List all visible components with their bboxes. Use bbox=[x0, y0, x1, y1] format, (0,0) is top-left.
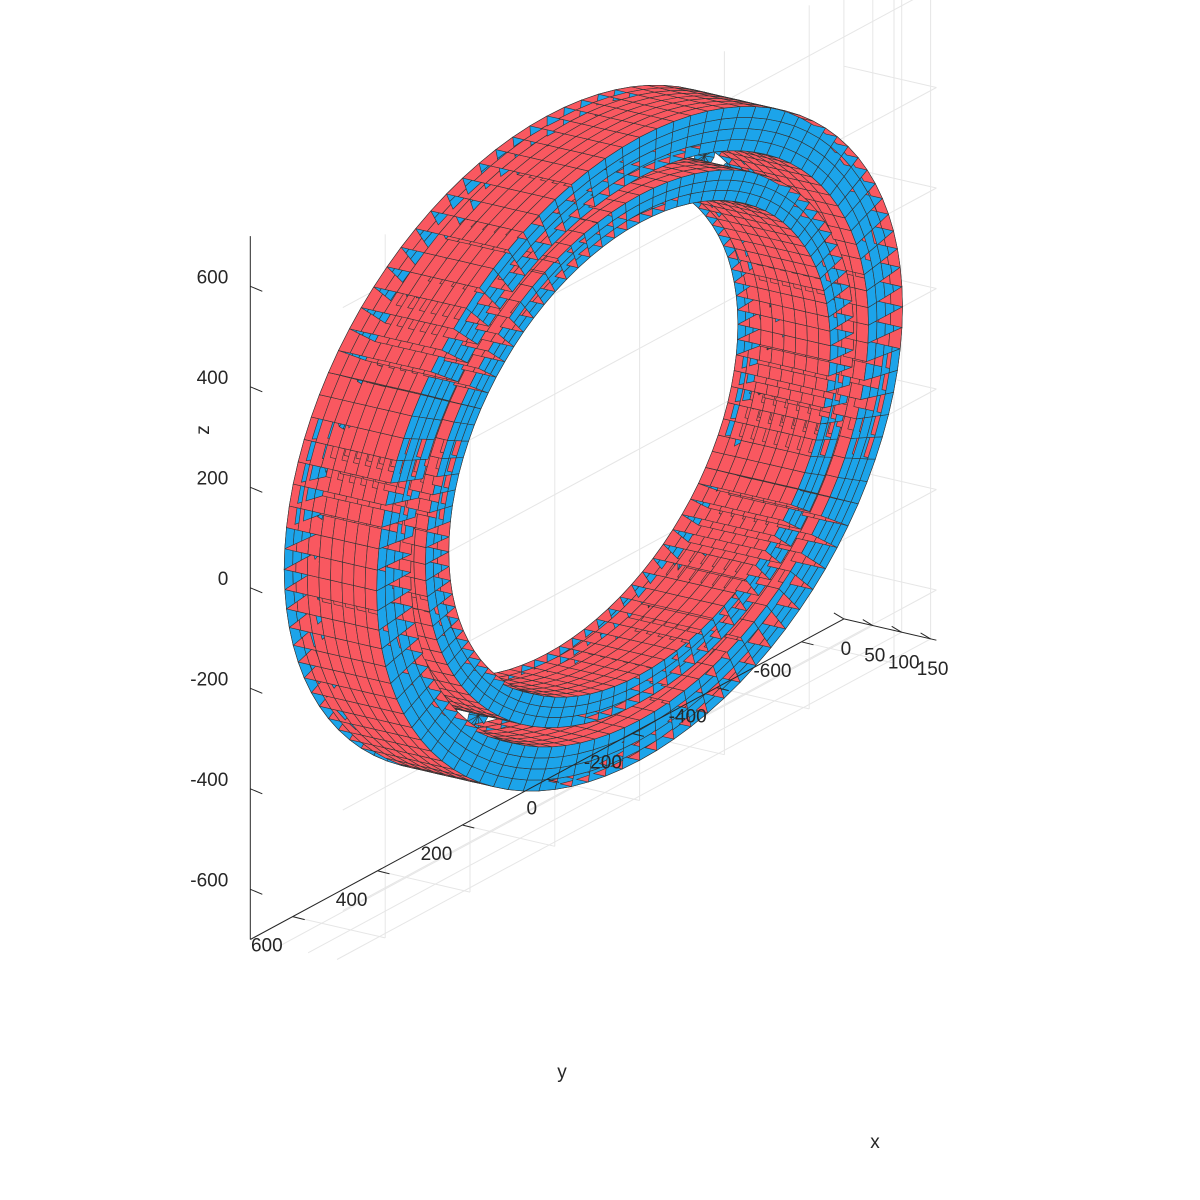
mesh-face bbox=[856, 322, 869, 344]
x-tick-label: 50 bbox=[864, 646, 885, 667]
z-tick-label: -400 bbox=[190, 770, 228, 791]
mesh-face bbox=[818, 342, 831, 362]
grid-line bbox=[716, 687, 810, 710]
mesh-face bbox=[306, 574, 320, 598]
z-tick-mark bbox=[250, 587, 263, 594]
z-tick-mark bbox=[250, 687, 263, 694]
y-tick-mark bbox=[462, 824, 475, 829]
mesh-face bbox=[413, 544, 427, 565]
mesh-face bbox=[783, 334, 797, 354]
y-tick-label: 200 bbox=[421, 844, 453, 865]
z-tick-label: -200 bbox=[190, 669, 228, 690]
mesh-face bbox=[341, 582, 355, 606]
z-tick-mark bbox=[250, 285, 263, 292]
mesh-face bbox=[319, 535, 334, 560]
x-tick-label: 0 bbox=[841, 639, 852, 660]
mesh-face bbox=[413, 561, 427, 582]
mesh-face bbox=[318, 556, 332, 581]
y-tick-label: 400 bbox=[336, 890, 368, 911]
z-tick-label: 200 bbox=[197, 468, 229, 489]
y-tick-mark bbox=[292, 916, 305, 921]
y-tick-mark bbox=[801, 641, 814, 646]
mesh-face bbox=[760, 329, 773, 348]
y-tick-label: -600 bbox=[753, 661, 791, 682]
mesh-face bbox=[771, 332, 785, 351]
x-tick-mark bbox=[833, 612, 845, 620]
mesh-face bbox=[330, 559, 343, 584]
mesh-face bbox=[330, 579, 343, 604]
grid-line bbox=[801, 641, 895, 664]
grid-line bbox=[307, 631, 902, 954]
z-tick-mark bbox=[250, 486, 263, 493]
mesh-face bbox=[353, 564, 367, 589]
bearing-mesh-surface bbox=[283, 84, 903, 792]
x-axis-line bbox=[843, 618, 937, 641]
z-tick-mark bbox=[250, 386, 263, 393]
grid-line bbox=[843, 65, 937, 88]
y-tick-label: -200 bbox=[584, 752, 622, 773]
grid-line bbox=[292, 916, 386, 939]
z-tick-label: 0 bbox=[218, 569, 229, 590]
mesh-face bbox=[854, 340, 869, 362]
mesh-face bbox=[364, 587, 378, 612]
y-axis-label: y bbox=[557, 1062, 567, 1083]
mesh-face bbox=[854, 287, 869, 308]
grid-line bbox=[278, 625, 874, 947]
mesh-face bbox=[342, 540, 357, 566]
z-tick-mark bbox=[250, 788, 263, 795]
grid-line bbox=[377, 870, 471, 893]
mesh-face bbox=[364, 567, 378, 592]
x-tick-label: 100 bbox=[888, 652, 920, 673]
z-tick-label: 600 bbox=[197, 267, 229, 288]
z-tick-mark bbox=[250, 888, 263, 895]
grid-line bbox=[462, 824, 555, 847]
y-tick-label: -400 bbox=[669, 707, 707, 728]
grid-line bbox=[336, 638, 931, 960]
mesh-face bbox=[365, 545, 380, 571]
z-tick-label: 400 bbox=[197, 368, 229, 389]
mesh-face bbox=[806, 340, 820, 359]
y-tick-label: 600 bbox=[251, 936, 283, 957]
mesh-face bbox=[318, 577, 332, 601]
mesh-face bbox=[794, 337, 808, 356]
x-axis-label: x bbox=[870, 1132, 880, 1153]
z-axis-label: z bbox=[193, 425, 214, 435]
mesh-face bbox=[353, 543, 368, 568]
z-tick-label: -600 bbox=[190, 870, 228, 891]
mesh-face bbox=[306, 553, 320, 578]
y-tick-mark bbox=[377, 870, 390, 875]
mesh-face bbox=[330, 537, 345, 563]
grid-line bbox=[843, 568, 937, 591]
x-tick-label: 150 bbox=[917, 659, 949, 680]
mesh-face bbox=[341, 561, 355, 586]
mesh-face bbox=[353, 585, 367, 609]
y-tick-label: 0 bbox=[527, 798, 538, 819]
mesh-face bbox=[856, 304, 869, 326]
